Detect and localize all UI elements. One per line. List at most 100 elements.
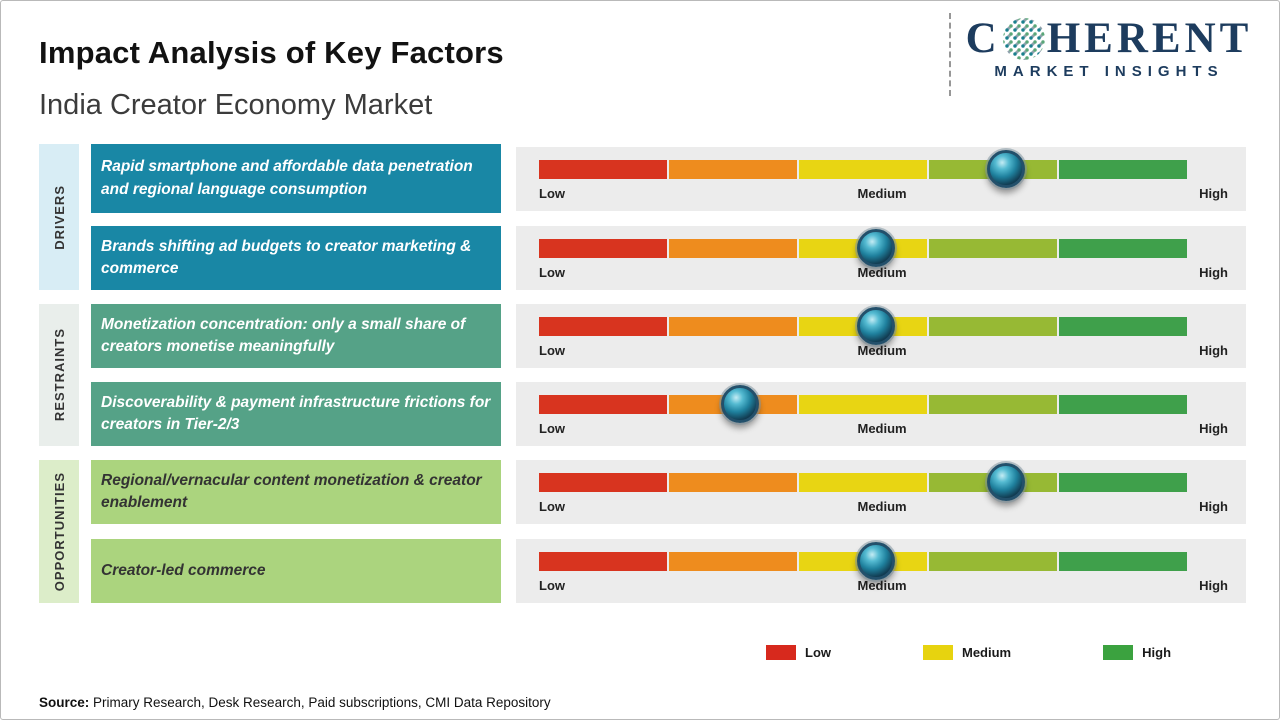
impact-track: Low Medium High	[516, 539, 1246, 603]
bar-segment	[799, 473, 927, 492]
impact-track: Low Medium High	[516, 146, 1246, 211]
scale-label-medium: Medium	[857, 421, 907, 436]
impact-marker	[720, 385, 759, 423]
group-label-text: RESTRAINTS	[51, 328, 67, 422]
legend-swatch-high	[1103, 645, 1134, 660]
scale-label-medium: Medium	[857, 499, 907, 514]
scale-label-low: Low	[539, 499, 565, 514]
factor-box: Discoverability & payment infrastructure…	[91, 382, 501, 446]
bar-segment	[539, 239, 667, 258]
bar-segment	[929, 395, 1057, 414]
impact-bar	[539, 552, 1187, 571]
page-subtitle: India Creator Economy Market	[39, 89, 433, 121]
bar-segment	[1059, 317, 1187, 336]
group-label-drivers: DRIVERS	[39, 144, 79, 290]
scale-label-low: Low	[539, 185, 565, 201]
factor-box: Regional/vernacular content monetization…	[91, 460, 501, 524]
group-label-text: DRIVERS	[51, 184, 67, 250]
impact-track: Low Medium High	[516, 304, 1246, 368]
bar-segment	[1059, 395, 1187, 414]
factor-label: Creator-led commerce	[101, 561, 266, 579]
legend: Low Medium High	[766, 645, 1171, 660]
bar-segment	[799, 159, 927, 179]
legend-label: Medium	[962, 645, 1012, 660]
factor-label: Monetization concentration: only a small…	[101, 315, 466, 355]
bar-segment	[669, 317, 797, 336]
scale-labels: Low Medium High	[539, 499, 1228, 514]
bar-segment	[1059, 552, 1187, 571]
scale-labels: Low Medium High	[539, 343, 1228, 358]
logo-text-left: C	[965, 15, 1001, 62]
scale-label-high: High	[1199, 421, 1228, 436]
legend-item-high: High	[1103, 645, 1171, 660]
logo-text-right: HERENT	[1046, 15, 1253, 62]
scale-labels: Low Medium High	[539, 265, 1228, 280]
impact-marker	[856, 542, 895, 580]
bar-segment	[539, 159, 667, 179]
scale-labels: Low Medium High	[539, 578, 1228, 593]
group-label-text: OPPORTUNITIES	[51, 471, 67, 592]
dot-globe-icon	[1002, 17, 1045, 60]
scale-label-high: High	[1199, 185, 1228, 201]
impact-bar	[539, 395, 1187, 414]
legend-item-medium: Medium	[923, 645, 1011, 660]
factor-box: Creator-led commerce	[91, 539, 501, 603]
page-title: Impact Analysis of Key Factors	[39, 35, 504, 70]
scale-label-low: Low	[539, 578, 565, 593]
factor-box: Brands shifting ad budgets to creator ma…	[91, 226, 501, 290]
logo-divider	[949, 13, 951, 96]
factor-row: Regional/vernacular content monetization…	[91, 460, 1246, 524]
legend-label: High	[1142, 645, 1172, 660]
bar-segment	[539, 317, 667, 336]
factor-label: Rapid smartphone and affordable data pen…	[101, 158, 473, 198]
bar-segment	[539, 395, 667, 414]
bar-segment	[669, 159, 797, 179]
group-label-restraints: RESTRAINTS	[39, 304, 79, 446]
bar-segment	[669, 239, 797, 258]
bar-segment	[1059, 239, 1187, 258]
scale-label-medium: Medium	[857, 343, 907, 358]
factor-row: Creator-led commerce Low Medium High	[91, 539, 1246, 603]
source-prefix: Source:	[39, 695, 90, 710]
factor-row: Monetization concentration: only a small…	[91, 304, 1246, 368]
impact-marker	[856, 307, 895, 345]
bar-segment	[1059, 159, 1187, 179]
impact-bar	[539, 473, 1187, 492]
legend-swatch-medium	[923, 645, 953, 660]
bar-segment	[799, 395, 927, 414]
factor-row: Brands shifting ad budgets to creator ma…	[91, 226, 1246, 290]
factor-label: Brands shifting ad budgets to creator ma…	[101, 237, 472, 277]
bar-segment	[929, 552, 1057, 571]
group-label-opportunities: OPPORTUNITIES	[39, 460, 79, 603]
scale-label-high: High	[1199, 343, 1228, 358]
legend-swatch-low	[766, 645, 796, 660]
impact-marker	[986, 149, 1025, 188]
scale-label-low: Low	[539, 265, 565, 280]
bar-segment	[1059, 473, 1187, 492]
bar-segment	[539, 552, 667, 571]
factor-row: Discoverability & payment infrastructure…	[91, 382, 1246, 446]
factor-label: Regional/vernacular content monetization…	[101, 471, 482, 511]
factor-row: Rapid smartphone and affordable data pen…	[91, 144, 1246, 213]
legend-label: Low	[805, 645, 831, 660]
bar-segment	[539, 473, 667, 492]
bar-segment	[929, 239, 1057, 258]
impact-track: Low Medium High	[516, 226, 1246, 290]
scale-label-high: High	[1199, 265, 1228, 280]
brand-logo: C HERENT MARKET INSIGHTS	[959, 17, 1259, 80]
scale-label-low: Low	[539, 343, 565, 358]
scale-label-high: High	[1199, 578, 1228, 593]
impact-bar	[539, 159, 1187, 179]
bar-segment	[669, 552, 797, 571]
impact-track: Low Medium High	[516, 382, 1246, 446]
factor-label: Discoverability & payment infrastructure…	[101, 393, 491, 433]
legend-item-low: Low	[766, 645, 831, 660]
scale-label-medium: Medium	[857, 265, 907, 280]
impact-track: Low Medium High	[516, 460, 1246, 524]
impact-marker	[986, 463, 1025, 501]
scale-label-low: Low	[539, 421, 565, 436]
source-text: Primary Research, Desk Research, Paid su…	[89, 695, 551, 710]
scale-label-medium: Medium	[857, 185, 907, 201]
logo-tagline: MARKET INSIGHTS	[994, 63, 1224, 80]
